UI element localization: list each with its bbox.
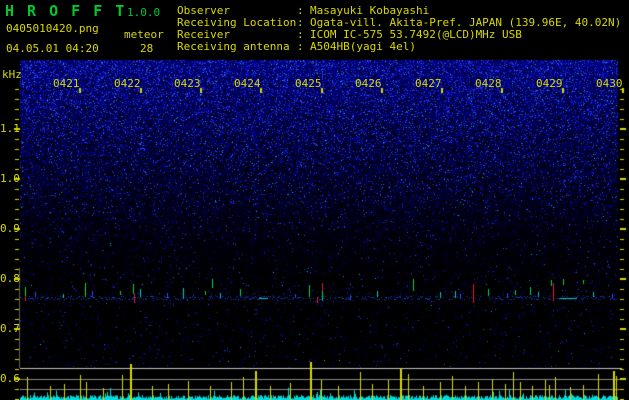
meteor-count: 28	[140, 42, 154, 55]
freq-label: 1.0	[0, 172, 20, 185]
freq-label: 0.6	[0, 372, 20, 385]
datetime-label: 04.05.01 04:20	[6, 42, 99, 55]
time-label: 0428	[475, 77, 502, 90]
info-value: A504HB(yagi 4el)	[310, 40, 416, 53]
time-label: 0424	[234, 77, 261, 90]
info-label: Receiving antenna	[177, 40, 290, 53]
info-value: ICOM IC-575 53.7492(@LCD)MHz USB	[310, 28, 522, 41]
info-colon: :	[297, 40, 304, 53]
info-label: Receiving Location	[177, 16, 297, 29]
time-label: 0427	[415, 77, 442, 90]
freq-label: 0.7	[0, 322, 20, 335]
app-version: 1.0.0	[127, 6, 161, 19]
time-label: 0421	[53, 77, 80, 90]
info-colon: :	[297, 4, 304, 17]
freq-label: 0.9	[0, 222, 20, 235]
info-row-receiver: Receiver : ICOM IC-575 53.7492(@LCD)MHz …	[177, 28, 522, 41]
freq-axis-unit: kHz	[2, 68, 22, 81]
time-label: 0429	[536, 77, 563, 90]
info-row-location: Receiving Location : Ogata-vill. Akita-P…	[177, 16, 621, 29]
time-label: 0422	[114, 77, 141, 90]
time-label: 0430	[596, 77, 623, 90]
output-filename: 0405010420.png	[6, 22, 99, 35]
freq-label: 0.8	[0, 272, 20, 285]
time-label: 0426	[355, 77, 382, 90]
time-label: 0423	[174, 77, 201, 90]
mode-label: meteor	[124, 28, 164, 41]
info-row-antenna: Receiving antenna : A504HB(yagi 4el)	[177, 40, 416, 53]
info-value: Ogata-vill. Akita-Pref. JAPAN (139.96E, …	[310, 16, 622, 29]
freq-label: 1.1	[0, 122, 20, 135]
time-label: 0425	[295, 77, 322, 90]
info-label: Observer	[177, 4, 230, 17]
info-colon: :	[297, 28, 304, 41]
app-title: H R O F F T	[5, 2, 127, 20]
info-value: Masayuki Kobayashi	[310, 4, 430, 17]
info-label: Receiver	[177, 28, 230, 41]
info-row-observer: Observer : Masayuki Kobayashi	[177, 4, 429, 17]
info-colon: :	[297, 16, 304, 29]
